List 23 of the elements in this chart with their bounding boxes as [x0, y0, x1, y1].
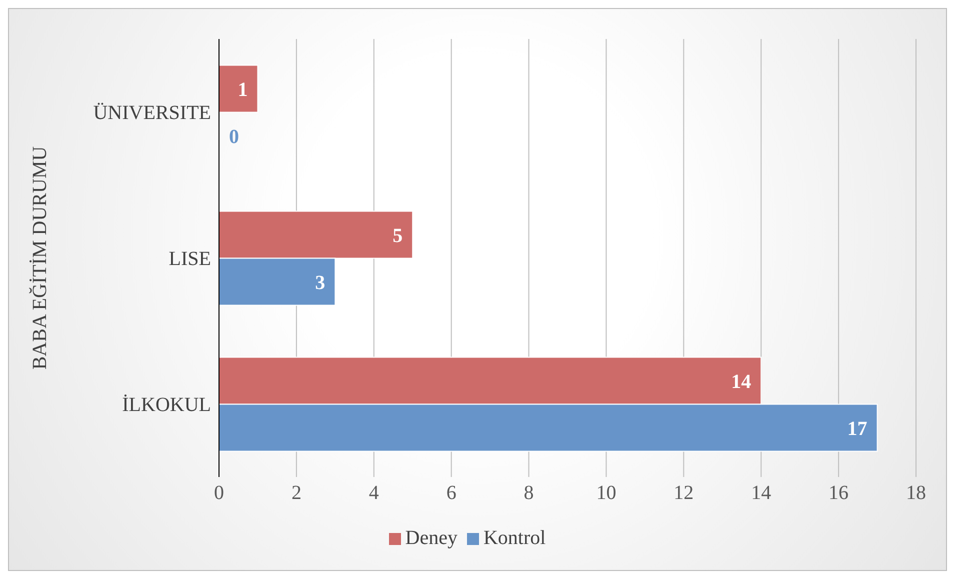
data-label: 14 [731, 370, 752, 393]
bar [219, 64, 258, 113]
data-label: 0 [229, 126, 239, 148]
x-tick-label: 6 [446, 482, 456, 504]
x-tick-label: 0 [214, 482, 224, 504]
data-label: 1 [238, 78, 248, 101]
y-tick-label: İLKOKUL [122, 394, 211, 416]
y-tick-label: ÜNIVERSITE [93, 102, 211, 124]
x-tick-label: 2 [291, 482, 302, 504]
legend-label: Deney [405, 527, 458, 549]
data-label: 3 [315, 272, 326, 294]
x-tick-label: 12 [674, 482, 694, 504]
x-tick-label: 10 [596, 482, 616, 504]
x-tick-label: 18 [906, 482, 926, 504]
y-tick-label: LISE [168, 248, 211, 270]
data-label: 5 [392, 224, 403, 247]
x-tick-label: 8 [524, 482, 534, 504]
x-tick-label: 16 [828, 482, 849, 504]
y-axis-title: BABA EĞİTİM DURUMU [29, 146, 52, 370]
data-label: 17 [847, 418, 868, 440]
legend-label: Kontrol [483, 527, 546, 549]
x-tick-label: 4 [368, 482, 379, 504]
x-tick-label: 14 [751, 482, 772, 504]
